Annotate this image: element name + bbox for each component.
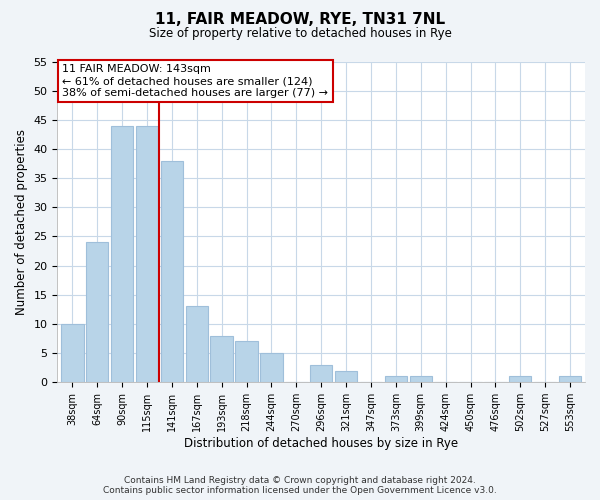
Bar xyxy=(185,306,208,382)
Bar xyxy=(385,376,407,382)
Bar xyxy=(410,376,432,382)
Y-axis label: Number of detached properties: Number of detached properties xyxy=(15,129,28,315)
Bar xyxy=(111,126,133,382)
Bar xyxy=(559,376,581,382)
Text: 11, FAIR MEADOW, RYE, TN31 7NL: 11, FAIR MEADOW, RYE, TN31 7NL xyxy=(155,12,445,28)
Bar xyxy=(136,126,158,382)
Bar xyxy=(211,336,233,382)
Text: 11 FAIR MEADOW: 143sqm
← 61% of detached houses are smaller (124)
38% of semi-de: 11 FAIR MEADOW: 143sqm ← 61% of detached… xyxy=(62,64,328,98)
X-axis label: Distribution of detached houses by size in Rye: Distribution of detached houses by size … xyxy=(184,437,458,450)
Bar xyxy=(260,353,283,382)
Text: Contains HM Land Registry data © Crown copyright and database right 2024.
Contai: Contains HM Land Registry data © Crown c… xyxy=(103,476,497,495)
Bar xyxy=(310,364,332,382)
Bar xyxy=(61,324,83,382)
Bar xyxy=(86,242,109,382)
Bar xyxy=(335,370,357,382)
Bar xyxy=(509,376,532,382)
Bar xyxy=(161,160,183,382)
Text: Size of property relative to detached houses in Rye: Size of property relative to detached ho… xyxy=(149,28,451,40)
Bar xyxy=(235,342,258,382)
